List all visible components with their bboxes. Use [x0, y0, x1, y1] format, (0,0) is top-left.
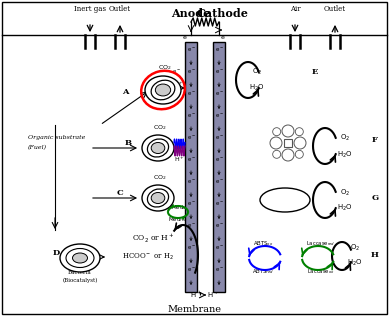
Bar [284, 139, 292, 147]
Text: HCOO$^-$ or H$_2$: HCOO$^-$ or H$_2$ [122, 252, 174, 262]
Text: F: F [372, 136, 378, 144]
Ellipse shape [147, 189, 168, 207]
Text: C: C [117, 189, 123, 197]
Text: H$^+$: H$^+$ [173, 223, 184, 233]
Text: e$^-$: e$^-$ [214, 266, 224, 274]
Text: ABTS$_{red}$: ABTS$_{red}$ [252, 268, 274, 276]
Text: CO$_2$: CO$_2$ [153, 173, 167, 182]
Ellipse shape [147, 139, 168, 157]
Text: e$^-$: e$^-$ [186, 266, 196, 274]
Text: e$^-$: e$^-$ [186, 178, 196, 186]
Text: H$^+$: H$^+$ [190, 290, 202, 300]
Text: e$^-$: e$^-$ [182, 34, 192, 42]
Ellipse shape [151, 192, 165, 204]
Text: A: A [122, 88, 128, 96]
Text: e$^-$: e$^-$ [186, 200, 196, 208]
Text: e$^-$: e$^-$ [214, 222, 224, 230]
Text: H$^+$: H$^+$ [207, 290, 219, 300]
Text: e$^-$: e$^-$ [186, 112, 196, 120]
Text: e$^-$: e$^-$ [214, 200, 224, 208]
Ellipse shape [72, 253, 88, 263]
Text: e$^-$: e$^-$ [214, 68, 224, 76]
Text: H$^+$: H$^+$ [173, 155, 184, 164]
Text: Membrane: Membrane [167, 306, 221, 314]
Text: e$^-$: e$^-$ [186, 222, 196, 230]
Text: H$_2$O: H$_2$O [249, 83, 265, 93]
Text: e$^-$: e$^-$ [186, 156, 196, 164]
Text: O$_2$: O$_2$ [340, 188, 350, 198]
Text: ABTS$_{ox}$: ABTS$_{ox}$ [253, 240, 273, 248]
Ellipse shape [151, 80, 175, 100]
Text: e$^-$: e$^-$ [186, 244, 196, 252]
Ellipse shape [66, 248, 94, 268]
Ellipse shape [142, 185, 174, 211]
Text: e$^-$: e$^-$ [214, 178, 224, 186]
Text: O$_2$: O$_2$ [252, 67, 262, 77]
Text: Laccase$_{ox}$: Laccase$_{ox}$ [307, 268, 335, 276]
Text: (Fuel): (Fuel) [28, 145, 47, 150]
Text: e$^-$: e$^-$ [186, 46, 196, 54]
Text: E: E [312, 68, 318, 76]
Text: Med$_{ox}$: Med$_{ox}$ [171, 204, 189, 212]
Text: Bacteria: Bacteria [272, 198, 298, 203]
Text: e$^-$: e$^-$ [214, 134, 224, 142]
Text: CO$_2$: CO$_2$ [153, 124, 167, 132]
Ellipse shape [151, 143, 165, 154]
Text: G: G [371, 194, 378, 202]
Text: e$^-$: e$^-$ [186, 68, 196, 76]
Text: CO$_2$ or H$^+$: CO$_2$ or H$^+$ [131, 231, 174, 245]
Text: Organic substrate: Organic substrate [28, 136, 85, 141]
Text: Med$_{red}$: Med$_{red}$ [168, 216, 188, 224]
Text: e$^-$: e$^-$ [220, 34, 230, 42]
Text: e$^-$: e$^-$ [214, 156, 224, 164]
Text: e$^-$: e$^-$ [214, 46, 224, 54]
Text: Outlet: Outlet [324, 5, 346, 13]
Text: (Biocatalyst): (Biocatalyst) [62, 277, 98, 283]
Text: e$^-$: e$^-$ [186, 90, 196, 98]
Text: H: H [371, 251, 379, 259]
Text: Anode: Anode [172, 8, 210, 19]
Text: B: B [124, 139, 131, 147]
Text: e$^-$: e$^-$ [214, 244, 224, 252]
Text: Bacteria: Bacteria [68, 270, 92, 275]
Ellipse shape [145, 76, 181, 104]
Text: H$^+$: H$^+$ [173, 81, 183, 89]
Text: Cathode: Cathode [196, 8, 248, 19]
Text: H$_2$O: H$_2$O [337, 203, 353, 213]
Text: O$_2$: O$_2$ [340, 133, 350, 143]
Text: D: D [53, 249, 60, 257]
Bar [213, 42, 225, 292]
Ellipse shape [60, 244, 100, 272]
Text: Inert gas: Inert gas [74, 5, 106, 13]
Text: e$^-$: e$^-$ [186, 134, 196, 142]
Text: Air: Air [290, 5, 300, 13]
Text: CO$_2$: CO$_2$ [158, 64, 172, 72]
Text: e$^-$: e$^-$ [172, 68, 180, 76]
Ellipse shape [142, 135, 174, 161]
Text: e$^-$: e$^-$ [214, 112, 224, 120]
Text: H$_2$O: H$_2$O [347, 258, 363, 268]
Text: e$^-$: e$^-$ [214, 90, 224, 98]
Bar [185, 42, 197, 292]
Text: Outlet: Outlet [109, 5, 131, 13]
Ellipse shape [155, 84, 171, 96]
Text: O$_2$: O$_2$ [350, 243, 360, 253]
Text: Laccase$_{red}$: Laccase$_{red}$ [307, 240, 336, 248]
Text: H$_2$O: H$_2$O [337, 150, 353, 160]
Ellipse shape [260, 188, 310, 212]
